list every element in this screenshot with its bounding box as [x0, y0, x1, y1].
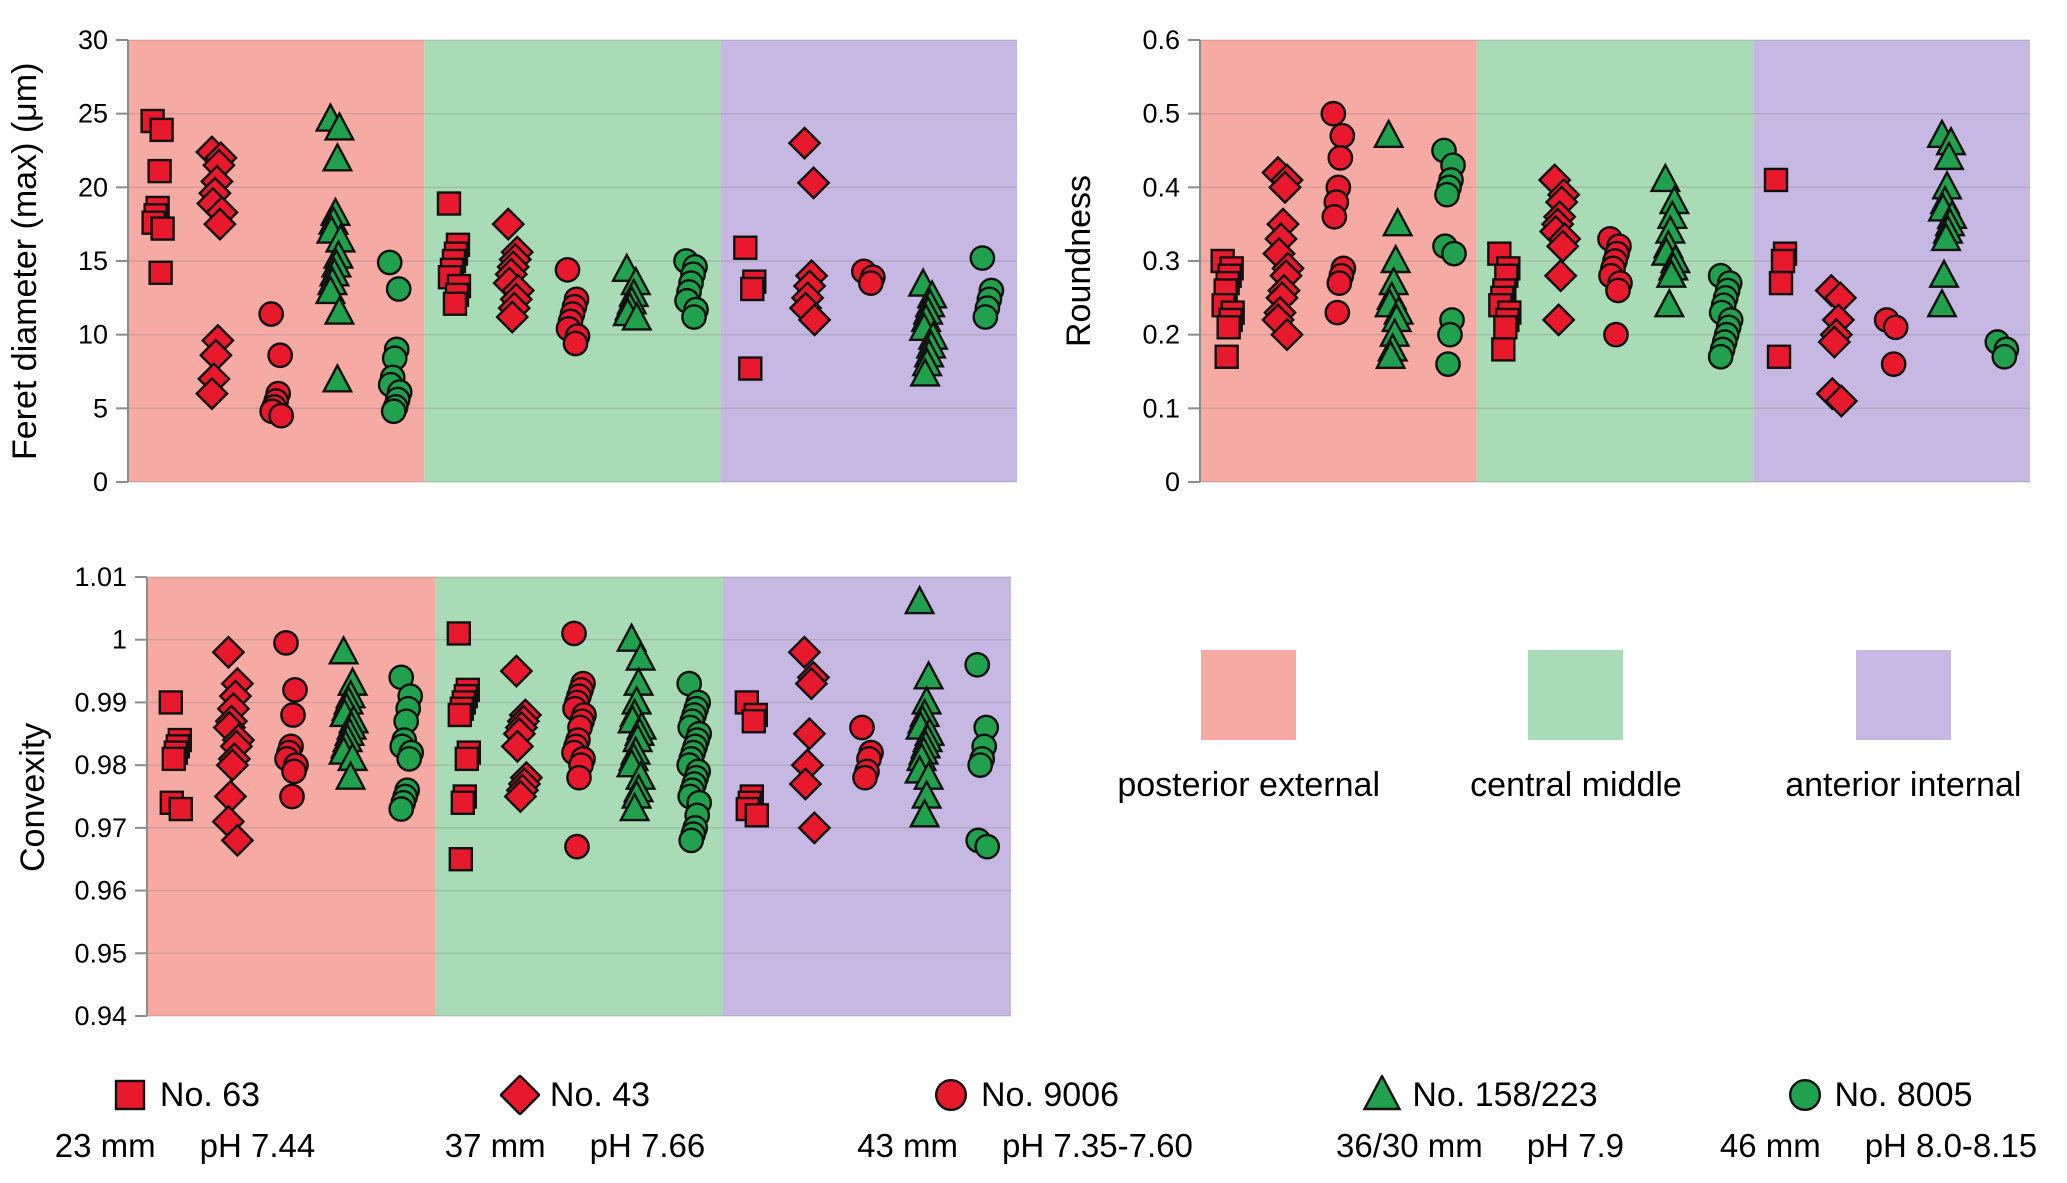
legend-row-marker-name: No. 43: [499, 1075, 651, 1115]
svg-text:0.94: 0.94: [74, 1001, 127, 1031]
legend-series-ph: pH 8.0-8.15: [1864, 1127, 2038, 1164]
chart-roundness: Roundness 0 0.1 0.2 0.3 0.4 0.5 0.6: [1050, 0, 2067, 512]
legend-series-size: 23 mm: [54, 1127, 156, 1164]
region-legend-item-posterior-external: posterior external: [1085, 650, 1412, 805]
legend-row-marker-name: No. 8005: [1785, 1075, 1973, 1115]
region-legend: posterior external central middle anteri…: [1085, 650, 2067, 805]
feret-plot-area: 0 5 10 15 20 25 30: [78, 25, 1017, 497]
legend-row-size-ph: 23 mm pH 7.44: [55, 1127, 315, 1165]
roundness-y-axis-title: Roundness: [1060, 175, 1098, 348]
red-circle-marker-icon: [934, 1078, 968, 1112]
legend-series-name: No. 8005: [1834, 1075, 1973, 1114]
svg-text:30: 30: [78, 25, 108, 55]
convexity-y-axis-title: Convexity: [14, 722, 52, 872]
svg-text:0.5: 0.5: [1142, 99, 1180, 129]
legend-entry-no-43: No. 43 37 mm pH 7.66: [370, 1075, 780, 1165]
legend-series-name: No. 158/223: [1412, 1075, 1598, 1114]
svg-text:10: 10: [78, 320, 108, 350]
svg-text:1: 1: [112, 625, 127, 655]
svg-text:0.3: 0.3: [1142, 246, 1180, 276]
legend-series-size: 46 mm: [1719, 1127, 1821, 1164]
svg-text:0.2: 0.2: [1142, 320, 1180, 350]
square-marker-icon: [114, 1079, 146, 1111]
diamond-marker-icon: [499, 1075, 540, 1115]
svg-text:0.99: 0.99: [74, 687, 127, 717]
region-swatch-posterior-external: [1201, 650, 1297, 740]
svg-text:0: 0: [93, 467, 108, 497]
svg-text:0.6: 0.6: [1142, 25, 1180, 55]
legend-series-size: 36/30 mm: [1336, 1127, 1483, 1164]
svg-text:15: 15: [78, 246, 108, 276]
triangle-marker-icon: [1362, 1075, 1402, 1111]
roundness-plot-area: 0 0.1 0.2 0.3 0.4 0.5 0.6: [1142, 25, 2030, 497]
region-swatch-central-middle: [1528, 650, 1624, 740]
svg-text:0.97: 0.97: [74, 813, 127, 843]
legend-entry-no-9006: No. 9006 43 mm pH 7.35-7.60: [780, 1075, 1270, 1165]
legend-series-ph: pH 7.44: [199, 1127, 316, 1164]
legend-entry-no-8005: No. 8005 46 mm pH 8.0-8.15: [1690, 1075, 2067, 1165]
legend-series-size: 43 mm: [857, 1127, 959, 1164]
legend-series-ph: pH 7.66: [589, 1127, 706, 1164]
region-legend-item-anterior-internal: anterior internal: [1740, 650, 2067, 805]
chart-convexity: Convexity 0.94 0.95 0.96 0.97 0.98 0.99 1 1.01: [0, 555, 1040, 1060]
feret-y-axis-title: Feret diameter (max) (μm): [6, 62, 44, 460]
svg-text:5: 5: [93, 393, 108, 423]
legend-row-marker-name: No. 158/223: [1362, 1075, 1598, 1115]
legend-row-marker-name: No. 63: [110, 1075, 260, 1115]
region-legend-item-central-middle: central middle: [1412, 650, 1739, 805]
region-label-anterior-internal: anterior internal: [1785, 766, 2022, 804]
legend-row-size-ph: 43 mm pH 7.35-7.60: [857, 1127, 1193, 1165]
svg-text:0.98: 0.98: [74, 750, 127, 780]
svg-text:0.96: 0.96: [74, 876, 127, 906]
svg-text:1.01: 1.01: [74, 562, 127, 592]
legend-series-ph: pH 7.9: [1526, 1127, 1624, 1164]
svg-text:20: 20: [78, 172, 108, 202]
legend-row-marker-name: No. 9006: [931, 1075, 1119, 1115]
legend-series-name: No. 9006: [981, 1075, 1119, 1114]
svg-text:0.1: 0.1: [1142, 393, 1180, 423]
svg-text:0: 0: [1165, 467, 1180, 497]
region-swatch-anterior-internal: [1855, 650, 1951, 740]
legend-row-size-ph: 37 mm pH 7.66: [445, 1127, 705, 1165]
region-label-central-middle: central middle: [1470, 766, 1682, 804]
legend-entry-no-63: No. 63 23 mm pH 7.44: [0, 1075, 370, 1165]
svg-text:25: 25: [78, 99, 108, 129]
legend-series-ph: pH 7.35-7.60: [1002, 1127, 1193, 1164]
svg-text:0.4: 0.4: [1142, 172, 1180, 202]
legend-series-size: 37 mm: [444, 1127, 546, 1164]
series-legend: No. 63 23 mm pH 7.44 No. 43 37 mm pH 7.6…: [0, 1075, 2067, 1165]
legend-entry-no-158-223: No. 158/223 36/30 mm pH 7.9: [1270, 1075, 1690, 1165]
convexity-plot-area: 0.94 0.95 0.96 0.97 0.98 0.99 1 1.01: [74, 562, 1011, 1031]
green-circle-marker-icon: [1788, 1078, 1821, 1112]
legend-row-size-ph: 46 mm pH 8.0-8.15: [1720, 1127, 2037, 1165]
region-label-posterior-external: posterior external: [1117, 766, 1380, 804]
svg-text:0.95: 0.95: [74, 938, 127, 968]
legend-series-name: No. 43: [549, 1075, 651, 1114]
chart-feret-diameter: Feret diameter (max) (μm) 0 5 10 15 20 25 30: [0, 0, 1040, 512]
legend-row-size-ph: 36/30 mm pH 7.9: [1336, 1127, 1624, 1165]
legend-series-name: No. 63: [159, 1075, 261, 1114]
